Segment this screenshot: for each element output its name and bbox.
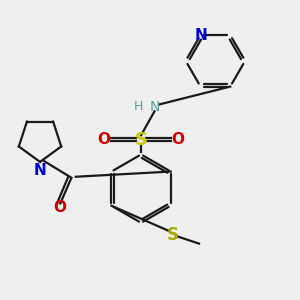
Text: N: N <box>194 28 207 43</box>
Text: O: O <box>172 132 185 147</box>
Text: O: O <box>98 132 110 147</box>
Text: N: N <box>149 100 160 114</box>
Text: S: S <box>166 226 178 244</box>
Text: N: N <box>34 164 46 178</box>
Text: O: O <box>53 200 66 215</box>
Text: S: S <box>135 130 148 148</box>
Text: H: H <box>134 100 143 113</box>
